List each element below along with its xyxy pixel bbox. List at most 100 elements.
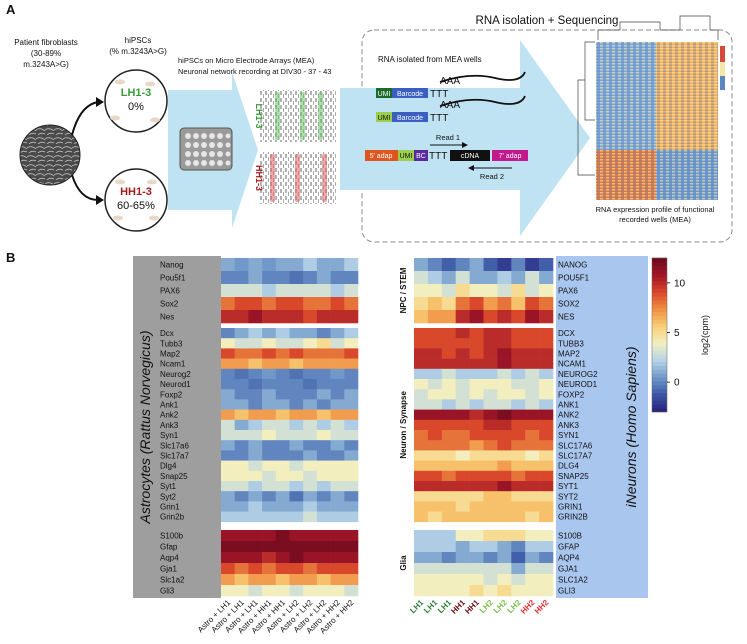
heat-cell [483,284,498,298]
heat-cell [262,440,277,451]
heat-cell [497,399,512,410]
heat-cell [303,419,318,431]
heat-cell [248,530,263,542]
heat-cell [289,284,304,298]
heat-cell [483,271,498,285]
heat-cell [427,409,443,421]
heat-cell [469,271,484,285]
colorbar-step [652,346,667,351]
heat-cell [455,284,470,298]
heat-cell [262,481,277,492]
heat-cell [262,379,277,390]
heat-cell [344,358,359,370]
heat-cell [469,389,484,400]
heat-cell [221,328,235,339]
heat-cell [427,481,443,492]
heat-cell [414,440,429,451]
gene-label: Slc17a6 [160,441,189,450]
heat-cell [511,284,526,298]
umi: UMI [378,115,391,122]
heat-cell [539,419,554,431]
heat-cell [303,358,318,370]
heat-cell [414,419,429,431]
heat-cell [344,389,359,400]
heat-cell [455,379,470,390]
heat-cell [469,440,484,451]
heat-cell [303,481,318,492]
heat-cell [497,460,512,472]
heat-cell [303,348,318,359]
heat-cell [344,541,359,553]
heat-cell [316,501,331,512]
heat-cell [262,399,277,410]
polya: AAA [440,100,460,111]
fibro-text: (30-89% [31,49,61,58]
heat-cell [483,481,498,492]
heat-cell [539,271,554,285]
heat-cell [414,338,429,349]
lib-part: cDNA [461,153,480,160]
heat-cell [427,389,443,400]
heat-cell [497,470,512,482]
heat-cell [441,271,456,285]
heat-cell [511,440,526,451]
heat-cell [275,460,290,472]
heat-cell [234,530,249,542]
heat-cell [303,409,318,421]
column-label: LH2 [492,598,509,615]
heat-cell [248,328,263,339]
colorbar-step [652,296,667,301]
heat-cell [330,338,345,349]
heat-cell [262,541,277,553]
heat-cell [303,399,318,410]
gene-label: SOX2 [558,300,580,309]
heat-cell [316,491,331,502]
heat-cell [483,491,498,502]
heat-cell [497,450,512,461]
heat-cell [330,409,345,421]
heat-cell [539,491,554,502]
heat-cell [441,430,456,441]
heat-cell [511,399,526,410]
heat-cell [262,258,277,272]
colorbar-step [652,277,667,282]
heat-cell [469,511,484,523]
heat-cell [497,563,512,575]
heat-cell [483,310,498,324]
heat-cell [289,310,304,324]
heat-cell [248,409,263,421]
heat-cell [262,491,277,502]
heat-cell [234,470,249,482]
hipsc-text: (% m.3243A>G) [109,47,167,56]
colorbar-step [652,273,667,278]
heat-cell [303,440,318,451]
heat-cell [330,419,345,431]
heat-cell [303,310,318,324]
heat-cell [262,348,277,359]
colorbar-step [652,300,667,305]
heat-cell [234,585,249,597]
heat-cell [483,450,498,461]
heat-cell [525,440,540,451]
heat-cell [455,297,470,311]
heat-cell [511,491,526,502]
heat-cell [427,310,443,324]
fibro-text: Patient fibroblasts [14,38,78,47]
heat-cell [525,563,540,575]
gene-label: S100b [160,532,184,541]
colorbar-label: log2(cpm) [700,315,710,355]
heat-cell [303,271,318,285]
heat-cell [330,541,345,553]
heat-cell [497,338,512,349]
colorbar-step [652,288,667,293]
heat-cell [221,258,235,272]
heat-cell [414,399,429,410]
heat-cell [511,258,526,272]
heat-cell [539,450,554,461]
heat-cell [316,338,331,349]
heat-cell [330,574,345,586]
heat-cell [539,511,554,523]
heat-cell [414,511,429,523]
heat-cell [221,440,235,451]
heat-cell [344,399,359,410]
